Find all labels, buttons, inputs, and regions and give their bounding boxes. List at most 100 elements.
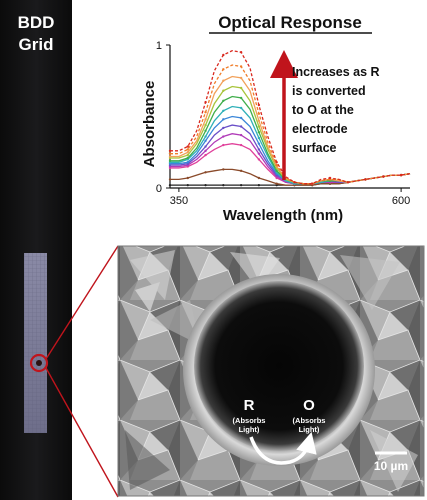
- spectrum-point: [257, 152, 261, 155]
- scale-bar-label: 10 µm: [374, 459, 408, 473]
- spectrum-point: [168, 178, 172, 181]
- spectrum-point: [222, 99, 225, 102]
- annotation-text: Increases as R is converted to O at the …: [292, 65, 383, 155]
- spectrum-point: [168, 152, 172, 155]
- spectrum-point: [222, 168, 225, 171]
- bdd-electrode-panel: BDD Grid: [0, 0, 72, 500]
- sem-frame: [117, 245, 425, 497]
- spectrum-point: [293, 181, 296, 184]
- spectrum-point: [222, 53, 225, 57]
- spectrum-point: [204, 123, 207, 127]
- bdd-label-line2: Grid: [19, 35, 54, 54]
- plot-area: 0 1 350 600: [156, 40, 410, 207]
- callout-line-top: [45, 245, 119, 360]
- annotation-line-4: electrode: [292, 122, 348, 136]
- spectrum-point: [257, 103, 261, 107]
- spectrum-point: [239, 169, 243, 173]
- spectrum-point: [222, 135, 225, 138]
- spectrum-point: [239, 133, 243, 137]
- spectrum-point: [382, 175, 385, 178]
- spectrum-point: [239, 183, 243, 187]
- spectrum-point: [257, 142, 261, 145]
- spectrum-point: [222, 183, 225, 187]
- spectrum-point: [222, 109, 225, 112]
- optical-response-chart: Optical Response Absorbance Wavelength (…: [141, 13, 410, 224]
- spectrum-point: [222, 79, 225, 82]
- spectrum-point: [204, 153, 207, 157]
- spectrum-point: [239, 76, 243, 80]
- spectrum-point: [186, 153, 189, 157]
- x-tick-label: 350: [170, 195, 188, 207]
- callout-line-bottom: [45, 367, 119, 498]
- spectrum-point: [239, 50, 243, 54]
- bdd-grid-region: [24, 253, 47, 433]
- spectrum-point: [239, 86, 243, 90]
- spectrum-point: [204, 183, 207, 187]
- spectrum-point: [239, 65, 243, 68]
- spectrum-point: [257, 131, 261, 134]
- spectrum-point: [186, 183, 189, 187]
- spectrum-point: [186, 148, 189, 151]
- conversion-arrow: [249, 431, 317, 465]
- spectrum-point: [239, 116, 243, 120]
- product-note-line1: (Absorbs: [293, 416, 326, 425]
- sem-micrograph: R (Absorbs Light) O (Absorbs Light) 10 µ…: [117, 245, 425, 497]
- spectrum-point: [257, 183, 261, 187]
- spectrum-point: [275, 169, 278, 173]
- spectrum-series-line: [170, 50, 411, 185]
- spectrum-point: [239, 143, 243, 147]
- microwell-hole: [194, 281, 364, 451]
- spectrum-point: [204, 139, 207, 143]
- spectrum-point: [204, 129, 207, 132]
- spectrum-point: [257, 158, 261, 161]
- spectrum-point: [239, 96, 243, 100]
- spectrum-point: [257, 112, 261, 115]
- spectrum-point: [346, 181, 349, 184]
- spectrum-point: [186, 145, 189, 148]
- reactant-label: R: [244, 397, 255, 414]
- spectrum-point: [222, 68, 225, 71]
- spectrum-point: [328, 176, 332, 180]
- spectrum-point: [257, 125, 261, 128]
- annotation-line-1: Increases as R: [292, 65, 380, 79]
- spectrum-point: [222, 143, 225, 147]
- annotation-line-3: to O at the: [292, 103, 354, 117]
- spectrum-point: [168, 149, 172, 153]
- chart-title: Optical Response: [218, 13, 362, 32]
- spectrum-point: [239, 125, 243, 128]
- spectrum-point: [239, 106, 243, 110]
- spectrum-point: [275, 163, 278, 167]
- spectrum-point: [257, 176, 261, 180]
- spectrum-point: [275, 182, 278, 185]
- spectrum-point: [257, 148, 261, 151]
- spectrum-point: [186, 156, 189, 160]
- spectrum-point: [204, 135, 207, 138]
- increase-arrow-annotation: Increases as R is converted to O at the …: [270, 50, 383, 180]
- spectrum-point: [204, 145, 207, 148]
- sem-crystal-facets: [125, 250, 418, 492]
- spectrum-point: [168, 159, 172, 163]
- zoom-circle-marker: [29, 353, 49, 373]
- spectrum-point: [222, 89, 225, 92]
- product-label: O: [303, 397, 315, 414]
- spectrum-point: [204, 118, 207, 121]
- spectrum-point: [204, 101, 207, 104]
- reactant-note-line1: (Absorbs: [233, 416, 266, 425]
- spectrum-point: [186, 161, 189, 164]
- spectrum-point: [222, 118, 225, 121]
- spectrum-point: [204, 149, 207, 153]
- bdd-label-line1: BDD: [18, 13, 55, 32]
- spectrum-point: [204, 111, 207, 114]
- spectrum-point: [364, 178, 367, 181]
- x-tick-label: 600: [392, 195, 410, 207]
- product-note-line2: Light): [299, 425, 320, 434]
- spectrum-point: [257, 119, 261, 122]
- spectrum-point: [204, 171, 207, 174]
- spectrum-point: [168, 155, 172, 158]
- spectrum-point: [222, 126, 225, 130]
- reactant-note-line2: Light): [239, 425, 260, 434]
- x-axis-label: Wavelength (nm): [223, 207, 343, 224]
- y-tick-label: 1: [156, 40, 162, 52]
- y-tick-label: 0: [156, 183, 162, 195]
